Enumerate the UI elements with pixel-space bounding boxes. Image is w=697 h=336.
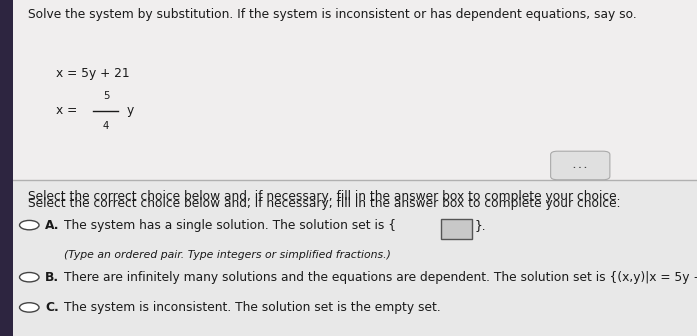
Text: x = 5y + 21: x = 5y + 21: [56, 67, 130, 80]
Circle shape: [20, 272, 39, 282]
Text: The system has a single solution. The solution set is {: The system has a single solution. The so…: [64, 219, 397, 232]
Text: C.: C.: [45, 301, 59, 314]
Text: }.: }.: [475, 219, 487, 232]
Text: y: y: [127, 104, 134, 117]
Text: Select the correct choice below and, if necessary, fill in the answer box to com: Select the correct choice below and, if …: [28, 190, 620, 203]
FancyBboxPatch shape: [551, 151, 610, 180]
Circle shape: [20, 303, 39, 312]
FancyBboxPatch shape: [13, 0, 697, 180]
Text: There are infinitely many solutions and the equations are dependent. The solutio: There are infinitely many solutions and …: [64, 271, 697, 284]
Text: B.: B.: [45, 271, 59, 284]
Text: x =: x =: [56, 104, 77, 117]
FancyBboxPatch shape: [0, 0, 13, 336]
Text: 4: 4: [102, 121, 109, 131]
Text: Solve the system by substitution. If the system is inconsistent or has dependent: Solve the system by substitution. If the…: [28, 8, 636, 22]
FancyBboxPatch shape: [441, 219, 472, 239]
Text: A.: A.: [45, 219, 60, 232]
Text: . . .: . . .: [574, 161, 587, 170]
Circle shape: [20, 220, 39, 230]
FancyBboxPatch shape: [13, 180, 697, 336]
Text: (Type an ordered pair. Type integers or simplified fractions.): (Type an ordered pair. Type integers or …: [64, 250, 391, 260]
Text: 5: 5: [102, 91, 109, 101]
Text: Select the correct choice below and, if necessary, fill in the answer box to com: Select the correct choice below and, if …: [28, 197, 620, 210]
Text: The system is inconsistent. The solution set is the empty set.: The system is inconsistent. The solution…: [64, 301, 441, 314]
